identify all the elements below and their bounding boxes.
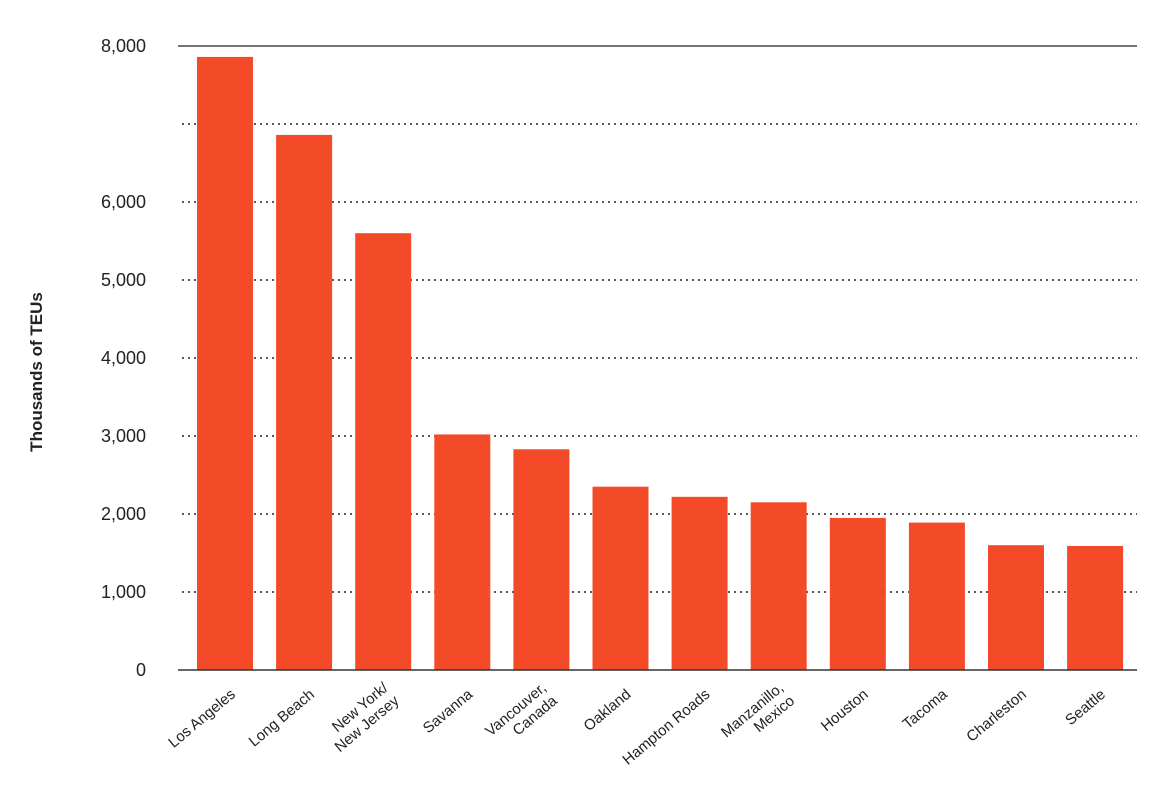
x-category-label: New York/New Jersey [321, 679, 404, 756]
bar [434, 434, 491, 670]
y-tick-label: 8,000 [101, 36, 146, 56]
gridlines [178, 45, 1137, 593]
bar [750, 502, 807, 670]
x-category-label: Vancouver,Canada [482, 679, 561, 753]
y-tick-labels: 0 1,000 2,000 3,000 4,000 5,000 6,000 8,000 [101, 36, 146, 680]
y-tick-label: 0 [136, 660, 146, 680]
x-category-labels: Los Angeles Long Beach New York/New Jersey… [165, 679, 1109, 769]
x-category-label-line: Oakland [581, 686, 635, 735]
y-tick-label: 2,000 [101, 504, 146, 524]
bar [908, 522, 965, 670]
x-category-label-line: Seattle [1062, 686, 1109, 729]
x-category-label: Houston [818, 686, 872, 735]
bar [197, 56, 253, 671]
y-tick-label: 1,000 [101, 582, 146, 602]
x-category-label: Los Angeles [165, 686, 239, 752]
bar [276, 134, 333, 671]
x-category-label-line: Los Angeles [165, 686, 239, 752]
x-category-label: Charleston [963, 686, 1030, 746]
y-tick-label: 4,000 [101, 348, 146, 368]
y-tick-label: 3,000 [101, 426, 146, 446]
y-tick-label: 5,000 [101, 270, 146, 290]
bar [513, 449, 570, 670]
x-category-label-line: Savanna [420, 685, 477, 737]
x-category-label: Tacoma [900, 685, 952, 732]
bar [1067, 545, 1124, 670]
x-category-label: Manzanillo,Mexico [718, 679, 798, 754]
x-category-label-line: Tacoma [900, 685, 952, 732]
bar [829, 517, 886, 670]
bar [988, 545, 1044, 670]
x-category-label: Long Beach [246, 686, 318, 750]
y-tick-label: 6,000 [101, 192, 146, 212]
bar [671, 496, 728, 670]
y-axis-title: Thousands of TEUs [27, 292, 46, 452]
x-category-label: Seattle [1062, 686, 1109, 729]
x-category-label: Oakland [581, 686, 635, 735]
x-category-label-line: Long Beach [246, 686, 318, 750]
bars [197, 56, 1124, 671]
bar [355, 233, 412, 670]
x-category-label: Savanna [420, 685, 477, 737]
x-category-label-line: Charleston [963, 686, 1030, 746]
x-category-label-line: Houston [818, 686, 872, 735]
bar [592, 486, 649, 670]
